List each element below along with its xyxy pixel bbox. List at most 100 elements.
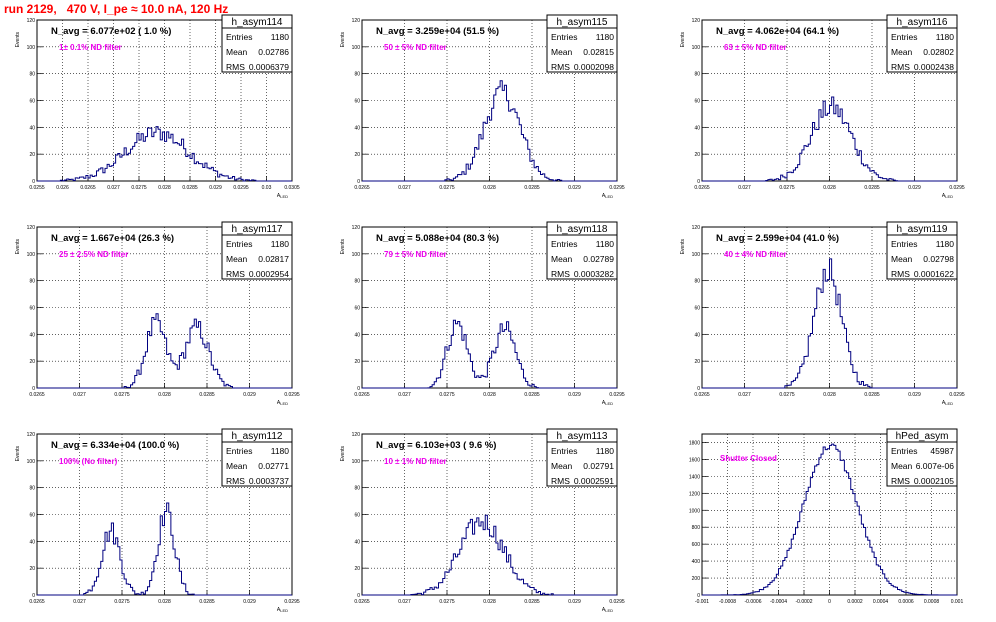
stats-value: 0.02786	[258, 47, 289, 57]
stats-label: Mean	[891, 461, 913, 471]
y-tick-label: 0	[697, 386, 700, 392]
histogram-line	[702, 443, 957, 596]
x-tick-label: 0	[828, 599, 831, 605]
x-tick-label: 0.0265	[354, 599, 370, 605]
y-axis-title: Events	[680, 239, 686, 255]
y-axis-title: Events	[680, 32, 686, 48]
stats-label: Entries	[551, 446, 577, 456]
y-axis-title: Events	[340, 239, 346, 255]
y-tick-label: 1200	[689, 491, 700, 497]
histogram-hPed_asym: 0 200 400 600 800 1000 1200 1400 1600 1800 -0.001 -…	[689, 428, 964, 605]
x-tick-label: 0.0275	[131, 185, 147, 191]
x-tick-label: 0.027	[398, 599, 411, 605]
stats-title: h_asym113	[557, 431, 608, 442]
x-tick-label: 0.0265	[694, 185, 710, 191]
filter-label: 1± 0.1% ND filter	[59, 43, 122, 52]
histogram-line	[702, 258, 957, 389]
y-tick-label: 40	[354, 125, 360, 131]
stats-title: h_asym114	[232, 17, 283, 28]
x-tick-label: 0.001	[951, 599, 964, 605]
x-tick-label: -0.0006	[745, 599, 762, 605]
x-tick-label: 0.029	[568, 392, 581, 398]
histogram-h_asym115: 0 20 40 60 80 100 120 0.0265 0.027 0.0275 0.028 0.0…	[340, 14, 625, 199]
x-tick-label: 0.0006	[898, 599, 914, 605]
y-tick-label: 40	[694, 125, 700, 131]
stats-value: 1180	[271, 32, 290, 42]
stats-value: 0.0001622	[914, 269, 954, 279]
x-axis-title: ALED	[602, 607, 613, 613]
filter-label: 40 ± 4% ND filter	[724, 250, 787, 259]
stats-value: 0.0003282	[574, 269, 614, 279]
x-tick-label: 0.028	[483, 185, 496, 191]
y-tick-label: 60	[694, 99, 700, 105]
stats-box	[886, 428, 958, 487]
y-tick-label: 1600	[689, 457, 700, 463]
stats-label: RMS	[226, 476, 245, 486]
stats-value: 0.0002105	[914, 476, 954, 486]
stats-box	[886, 14, 958, 73]
filter-label: 79 ± 5% ND filter	[384, 250, 447, 259]
x-tick-label: 0.028	[483, 599, 496, 605]
stats-label: RMS	[551, 269, 570, 279]
stats-value: 0.0002098	[574, 62, 614, 72]
x-tick-label: 0.0285	[524, 185, 540, 191]
y-axis-title: Events	[15, 446, 21, 462]
x-tick-label: 0.0275	[114, 392, 130, 398]
stats-box	[221, 428, 293, 487]
y-tick-label: 120	[27, 18, 36, 24]
stats-title: h_asym119	[897, 224, 948, 235]
stats-label: Entries	[226, 32, 252, 42]
x-tick-label: 0.029	[243, 599, 256, 605]
x-tick-label: 0.027	[398, 392, 411, 398]
x-tick-label: 0.027	[398, 185, 411, 191]
x-tick-label: 0.0285	[864, 392, 880, 398]
y-tick-label: 120	[27, 432, 36, 438]
y-tick-label: 80	[29, 279, 35, 285]
stats-label: Entries	[891, 446, 917, 456]
stats-value: 0.0006379	[249, 62, 289, 72]
stats-value: 0.02771	[258, 461, 289, 471]
filter-label: 25 ± 2.5% ND filter	[59, 250, 128, 259]
x-tick-label: 0.0265	[694, 392, 710, 398]
filter-label: 10 ± 1% ND filter	[384, 457, 447, 466]
x-axis-title: ALED	[277, 400, 288, 406]
x-tick-label: 0.0295	[609, 185, 625, 191]
y-tick-label: 20	[29, 359, 35, 365]
y-tick-label: 40	[354, 332, 360, 338]
x-tick-label: 0.029	[209, 185, 222, 191]
x-tick-label: 0.029	[568, 599, 581, 605]
navg-label: N_avg = 1.667e+04 (26.3 %)	[51, 233, 174, 244]
x-axis-title: ALED	[602, 193, 613, 199]
stats-box	[221, 221, 293, 280]
stats-label: Entries	[891, 32, 917, 42]
stats-title: hPed_asym	[896, 431, 949, 442]
x-tick-label: 0.0265	[29, 599, 45, 605]
x-tick-label: 0.0285	[864, 185, 880, 191]
y-tick-label: 0	[32, 179, 35, 185]
y-tick-label: 120	[692, 225, 701, 231]
x-tick-label: -0.0002	[796, 599, 813, 605]
x-tick-label: 0.0295	[609, 599, 625, 605]
stats-label: Entries	[226, 239, 252, 249]
y-tick-label: 100	[352, 45, 361, 51]
y-tick-label: 100	[352, 252, 361, 258]
y-tick-label: 80	[694, 72, 700, 78]
x-axis-title: ALED	[277, 607, 288, 613]
y-tick-label: 40	[694, 332, 700, 338]
histogram-h_asym116: 0 20 40 60 80 100 120 0.0265 0.027 0.0275 0.028 0.0…	[680, 14, 965, 199]
y-tick-label: 80	[354, 72, 360, 78]
stats-value: 0.0003737	[249, 476, 289, 486]
y-axis-title: Events	[15, 32, 21, 48]
stats-label: Mean	[551, 461, 573, 471]
x-tick-label: 0.0295	[284, 599, 300, 605]
x-axis-title: ALED	[602, 400, 613, 406]
y-tick-label: 120	[352, 432, 361, 438]
y-tick-label: 0	[697, 179, 700, 185]
y-tick-label: 60	[354, 306, 360, 312]
stats-label: RMS	[551, 476, 570, 486]
stats-label: Mean	[891, 47, 913, 57]
x-tick-label: 0.0295	[949, 392, 965, 398]
stats-box	[546, 221, 618, 280]
stats-label: RMS	[226, 269, 245, 279]
